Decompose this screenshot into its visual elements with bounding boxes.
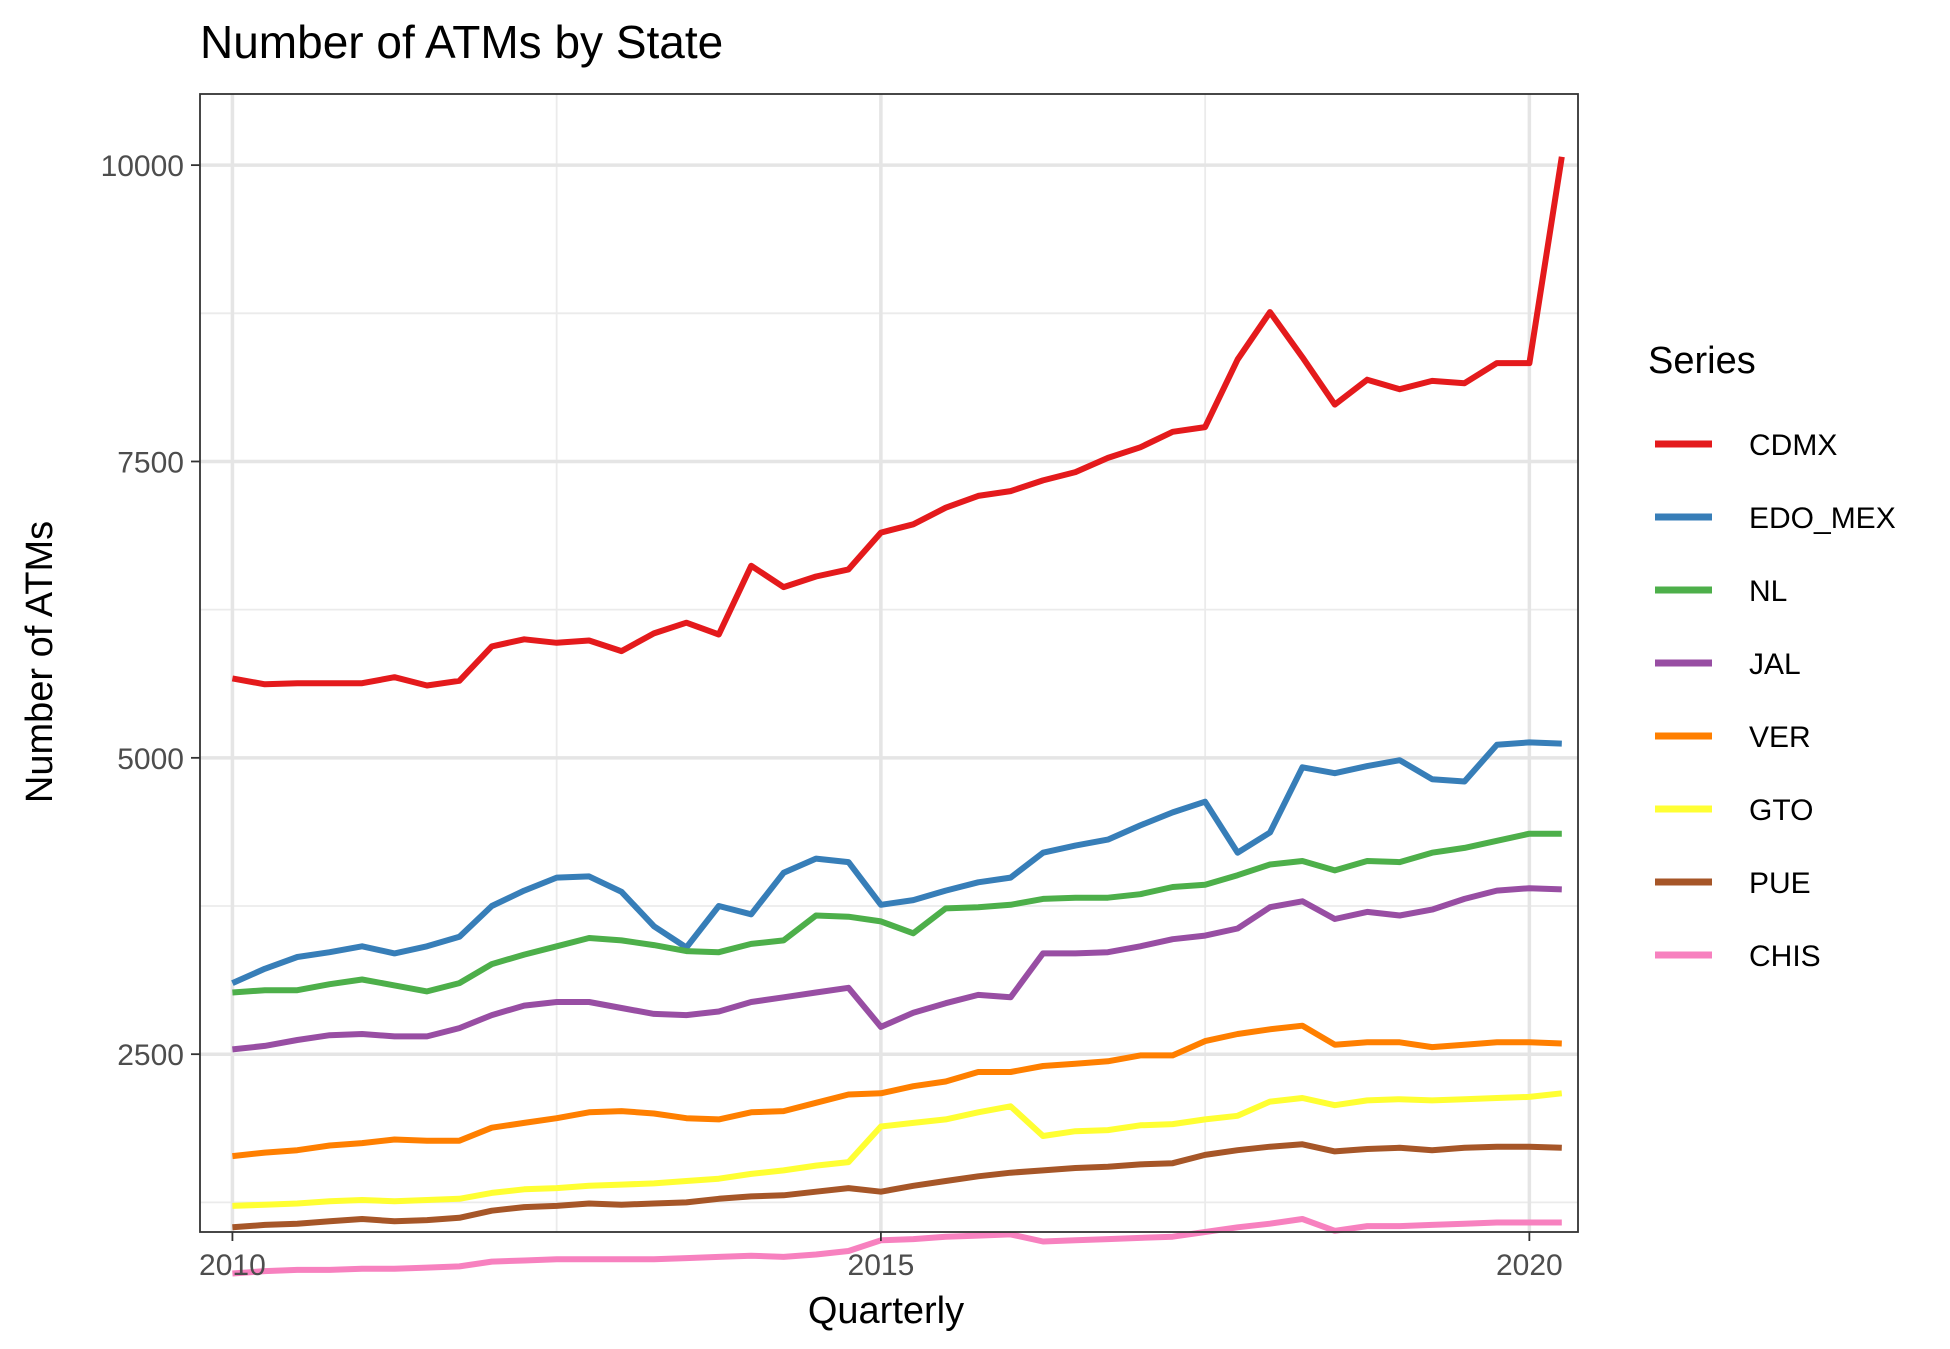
legend-title: Series bbox=[1648, 340, 1756, 382]
legend-label-jal: JAL bbox=[1749, 648, 1801, 681]
series-line-nl bbox=[232, 830, 1562, 996]
x-axis-title: Quarterly bbox=[808, 1290, 964, 1332]
legend-label-cdmx: CDMX bbox=[1749, 429, 1837, 462]
legend-items: CDMX EDO_MEX NL JAL VER GTO PUE CHIS bbox=[1655, 429, 1896, 973]
plot-panel bbox=[199, 93, 1579, 1277]
legend: Series CDMX EDO_MEX NL JAL VER GTO PUE CHIS bbox=[1648, 340, 1896, 973]
legend-label-chis: CHIS bbox=[1749, 940, 1821, 973]
y-axis: 2500 5000 7500 10000 bbox=[101, 150, 200, 1072]
x-axis: 2010 2015 2020 bbox=[199, 1232, 1563, 1282]
y-axis-title: Number of ATMs bbox=[19, 521, 61, 803]
series-line-edo_mex bbox=[231, 739, 1562, 986]
legend-label-edo_mex: EDO_MEX bbox=[1749, 502, 1896, 535]
series-line-ver bbox=[232, 1022, 1562, 1160]
legend-label-nl: NL bbox=[1749, 575, 1787, 608]
y-tick-label: 7500 bbox=[117, 446, 184, 479]
x-tick-label: 2020 bbox=[1496, 1249, 1563, 1282]
y-tick-label: 5000 bbox=[117, 743, 184, 776]
legend-label-gto: GTO bbox=[1749, 794, 1813, 827]
series-line-gto bbox=[232, 1090, 1563, 1209]
chart-title: Number of ATMs by State bbox=[200, 16, 723, 68]
legend-label-ver: VER bbox=[1749, 721, 1811, 754]
panel-border bbox=[199, 93, 1579, 1233]
series-line-pue bbox=[232, 1141, 1562, 1231]
series-line-cdmx bbox=[231, 156, 1565, 689]
y-tick-label: 10000 bbox=[101, 150, 184, 183]
x-tick-label: 2015 bbox=[848, 1249, 915, 1282]
series-line-jal bbox=[232, 885, 1562, 1053]
grid-lines bbox=[200, 94, 1578, 1232]
series-line-chis bbox=[232, 1216, 1562, 1277]
x-tick-label: 2010 bbox=[199, 1249, 266, 1282]
y-tick-label: 2500 bbox=[117, 1039, 184, 1072]
legend-label-pue: PUE bbox=[1749, 867, 1811, 900]
series-lines bbox=[231, 156, 1565, 1277]
